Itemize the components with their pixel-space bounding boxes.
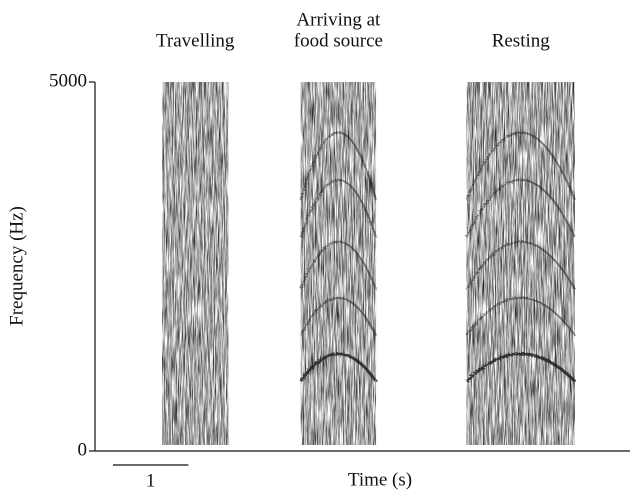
- harmonic: [299, 296, 377, 336]
- y-tick-label: 5000: [49, 70, 87, 91]
- x-axis-label: Time (s): [348, 469, 412, 490]
- segment-label: Travelling: [156, 30, 235, 51]
- harmonic: [299, 241, 377, 290]
- segment-label: Arriving at: [296, 9, 381, 30]
- harmonic: [299, 131, 378, 201]
- harmonic: [465, 131, 576, 201]
- harmonic: [465, 240, 576, 290]
- segment-label: food source: [294, 30, 383, 51]
- harmonic: [465, 352, 577, 383]
- harmonic: [465, 297, 576, 336]
- spectrogram-segment: [162, 82, 229, 445]
- y-axis-label: Frequency (Hz): [6, 206, 27, 326]
- harmonic: [465, 179, 576, 238]
- harmonic: [299, 352, 378, 383]
- segment-label: Resting: [492, 30, 551, 51]
- scale-bar-label: 1: [146, 470, 156, 491]
- harmonic: [299, 178, 378, 238]
- y-tick-label: 0: [78, 439, 88, 460]
